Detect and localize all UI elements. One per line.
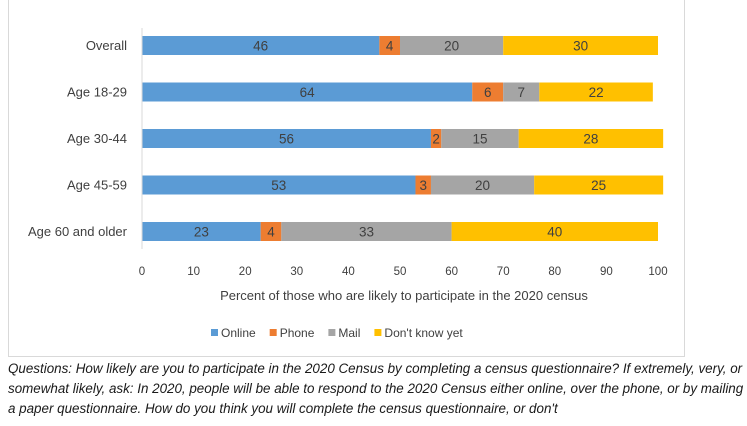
x-tick-label: 100 bbox=[648, 266, 667, 278]
question-caption: Questions: How likely are you to partici… bbox=[8, 361, 744, 416]
data-label: 40 bbox=[547, 225, 562, 240]
bar-segment-mail bbox=[400, 36, 504, 55]
bar-segment-don-t-know-yet bbox=[518, 129, 664, 148]
x-tick-label: 70 bbox=[497, 266, 510, 278]
data-label: 6 bbox=[484, 85, 492, 100]
data-label: 33 bbox=[359, 225, 374, 240]
data-label: 20 bbox=[475, 178, 490, 193]
data-label: 28 bbox=[583, 132, 598, 147]
bar-segment-online bbox=[142, 36, 380, 55]
bar-segment-phone bbox=[472, 82, 504, 102]
category-label: Age 18-29 bbox=[67, 85, 127, 100]
x-tick-label: 50 bbox=[394, 266, 407, 278]
bar-segment-phone bbox=[415, 175, 431, 195]
data-label: 3 bbox=[419, 178, 427, 193]
data-label: 15 bbox=[472, 132, 487, 147]
bar-segment-online bbox=[142, 82, 473, 102]
x-axis: 0 10 20 30 40 50 60 70 80 90 100 bbox=[139, 28, 668, 278]
bar-segment-don-t-know-yet bbox=[534, 175, 664, 195]
data-label: 25 bbox=[591, 178, 606, 193]
data-label: 2 bbox=[432, 132, 440, 147]
x-tick-label: 10 bbox=[187, 266, 200, 278]
category-labels: Overall Age 18-29 Age 30-44 Age 45-59 Age 60… bbox=[28, 38, 128, 239]
x-tick-label: 80 bbox=[548, 266, 561, 278]
stacked-bar-chart: Overall Age 18-29 Age 30-44 Age 45-59 Age 60… bbox=[28, 28, 668, 340]
category-label: Age 30-44 bbox=[67, 131, 127, 146]
bar-segment-don-t-know-yet bbox=[451, 222, 658, 241]
data-label: 23 bbox=[194, 225, 209, 240]
bar-segment-mail bbox=[430, 175, 535, 195]
legend-swatch bbox=[269, 329, 277, 336]
bar-segment-phone bbox=[379, 36, 400, 55]
category-label: Age 45-59 bbox=[67, 178, 127, 193]
chart-frame: Overall Age 18-29 Age 30-44 Age 45-59 Age 60… bbox=[8, 0, 685, 357]
x-axis-title: Percent of those who are likely to parti… bbox=[220, 288, 588, 303]
x-tick-label: 30 bbox=[290, 266, 303, 278]
data-label: 64 bbox=[300, 85, 316, 100]
category-label: Age 60 and older bbox=[28, 224, 128, 239]
data-label: 22 bbox=[589, 85, 604, 100]
bar-segment-online bbox=[142, 222, 261, 241]
category-label: Overall bbox=[86, 38, 127, 53]
bar-segment-mail bbox=[281, 222, 452, 241]
data-label: 7 bbox=[518, 85, 526, 100]
bar-segment-mail bbox=[503, 82, 540, 102]
data-label: 30 bbox=[573, 39, 588, 54]
legend-swatch bbox=[374, 329, 382, 336]
x-tick-label: 60 bbox=[445, 266, 458, 278]
data-label: 53 bbox=[271, 178, 286, 193]
bar-segment-don-t-know-yet bbox=[539, 82, 653, 102]
x-tick-label: 20 bbox=[239, 266, 252, 278]
data-label: 4 bbox=[386, 39, 394, 54]
data-label: 56 bbox=[279, 132, 294, 147]
bar-segment-phone bbox=[260, 222, 282, 241]
legend: Online Phone Mail Don't know yet bbox=[211, 326, 463, 340]
bar-segment-phone bbox=[430, 129, 442, 148]
data-label: 46 bbox=[253, 39, 268, 54]
legend-entry: Online bbox=[221, 326, 256, 340]
data-label: 20 bbox=[444, 39, 459, 54]
bar-segment-mail bbox=[441, 129, 519, 148]
legend-entry: Phone bbox=[280, 326, 315, 340]
legend-swatch bbox=[211, 329, 218, 336]
bar-segment-online bbox=[142, 129, 431, 148]
x-tick-label: 40 bbox=[342, 266, 355, 278]
legend-entry: Mail bbox=[338, 326, 360, 340]
legend-swatch bbox=[328, 329, 336, 336]
legend-entry: Don't know yet bbox=[384, 326, 463, 340]
x-tick-label: 90 bbox=[600, 266, 613, 278]
data-label: 4 bbox=[267, 225, 275, 240]
bar-segment-don-t-know-yet bbox=[503, 36, 658, 55]
x-tick-label: 0 bbox=[139, 266, 145, 278]
bar-segment-online bbox=[142, 175, 416, 195]
